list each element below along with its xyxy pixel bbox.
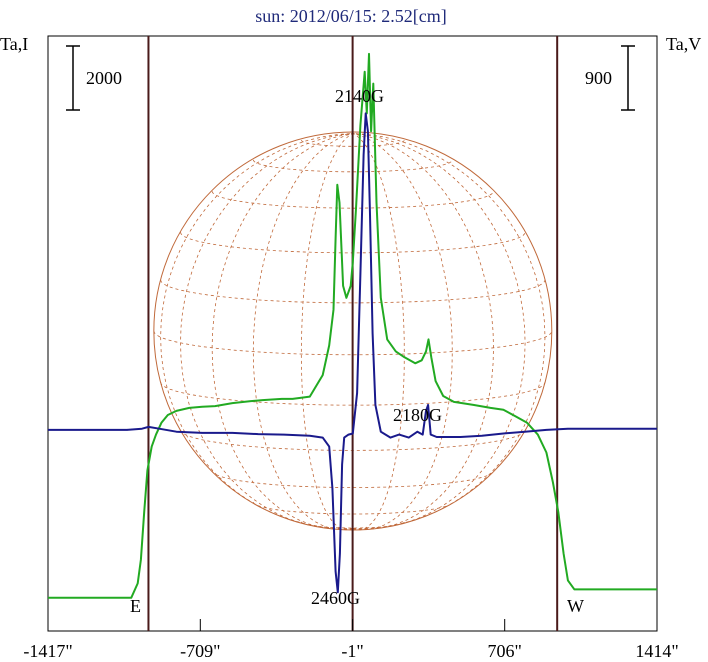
west-limb-label: W xyxy=(567,596,584,616)
x-axis-ticks: -1417" -709" -1" 706" 1414" xyxy=(23,619,679,661)
series-group xyxy=(48,52,657,599)
longitude-gridline xyxy=(160,133,353,529)
chart-title: sun: 2012/06/15: 2.52[cm] xyxy=(255,6,447,26)
longitude-gridline xyxy=(211,133,353,530)
x-tick-label: -1417" xyxy=(23,641,72,661)
right-scale-bar xyxy=(621,45,635,111)
x-tick-label: -1" xyxy=(341,641,363,661)
left-scale-bar xyxy=(66,45,80,111)
x-tick-label: 706" xyxy=(488,641,522,661)
longitude-gridline xyxy=(180,133,353,530)
annotation-2180g: 2180G xyxy=(393,405,442,425)
x-tick-label: 1414" xyxy=(635,641,678,661)
annotation-2140g: 2140G xyxy=(335,86,384,106)
right-scale-label: 900 xyxy=(585,68,612,88)
longitude-gridline xyxy=(252,133,353,531)
longitude-gridline xyxy=(352,133,453,531)
longitude-gridline xyxy=(352,133,526,530)
intensity-series-line xyxy=(48,52,657,599)
latitude-gridline xyxy=(252,501,453,515)
longitude-gridline xyxy=(300,133,354,531)
reference-lines xyxy=(147,36,559,631)
longitude-gridline xyxy=(352,133,546,529)
right-axis-label: Ta,V xyxy=(666,34,701,54)
left-axis-label: Ta,I xyxy=(0,34,28,54)
x-tick-label: -709" xyxy=(180,641,220,661)
longitude-gridline xyxy=(352,133,494,530)
longitude-gridline xyxy=(352,133,405,531)
polarization-series-line xyxy=(48,112,657,594)
annotation-2460g: 2460G xyxy=(311,588,360,608)
left-scale-label: 2000 xyxy=(86,68,122,88)
latitude-gridline xyxy=(211,470,494,488)
east-limb-label: E xyxy=(130,596,141,616)
